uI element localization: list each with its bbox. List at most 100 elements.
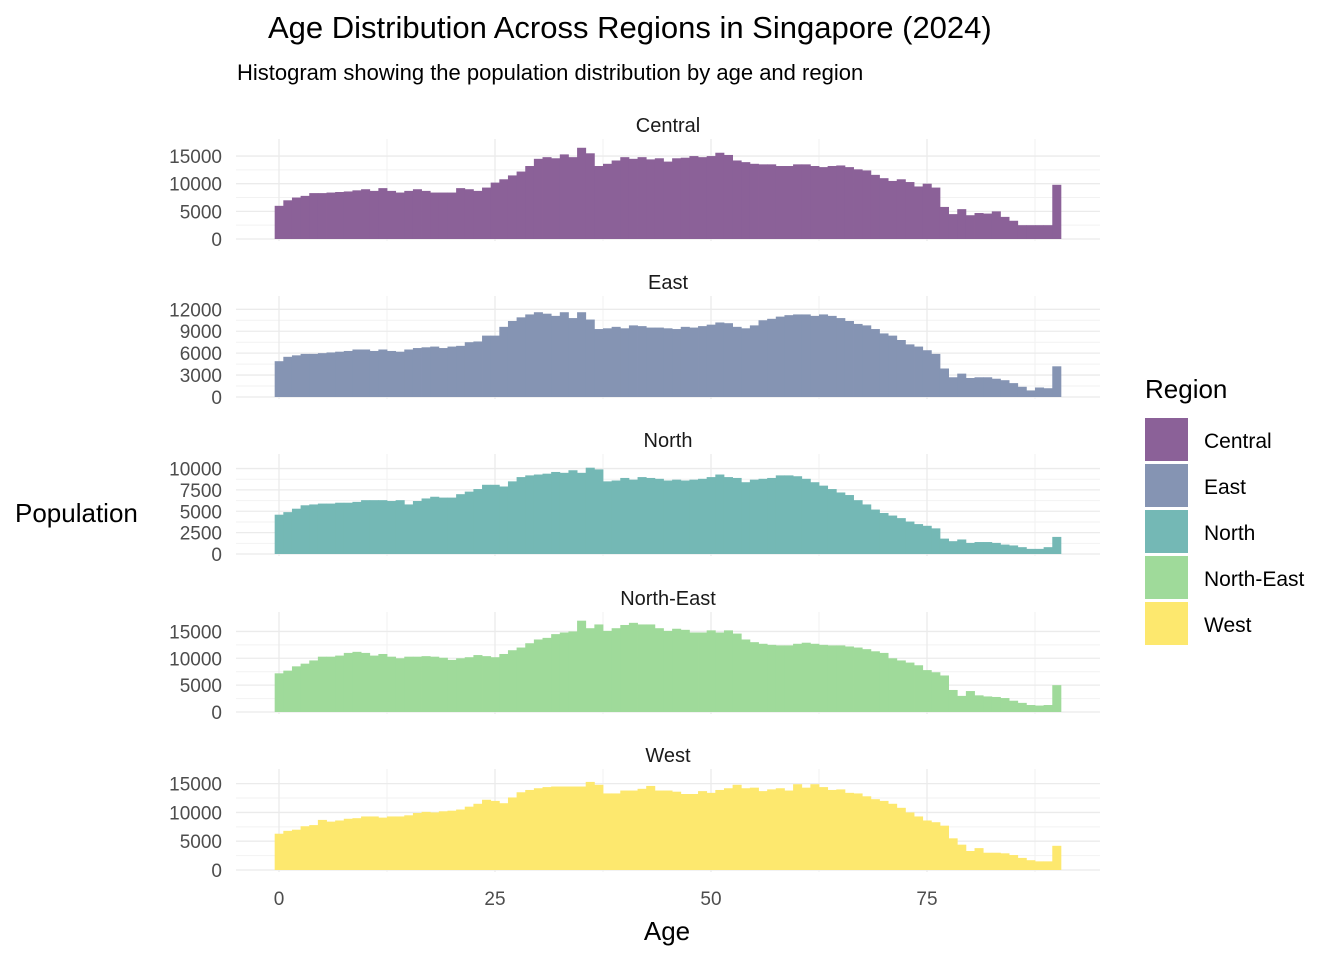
bar-east-age-43 xyxy=(646,327,656,397)
bar-north-age-13 xyxy=(387,501,397,554)
bar-north-east-age-39 xyxy=(611,628,621,712)
bar-north-age-37 xyxy=(594,469,604,554)
bar-central-age-44 xyxy=(654,158,664,239)
bar-north-age-40 xyxy=(620,477,630,554)
bar-north-age-76 xyxy=(931,528,941,554)
bar-east-age-30 xyxy=(533,312,543,397)
bar-north-east-age-9 xyxy=(352,651,362,712)
bar-north-east-age-77 xyxy=(939,675,949,712)
bar-north-age-66 xyxy=(844,495,854,554)
bar-east-age-80 xyxy=(965,378,975,397)
bar-north-east-age-57 xyxy=(767,644,777,712)
bar-north-age-49 xyxy=(698,478,708,554)
bar-central-age-61 xyxy=(801,164,811,239)
bar-west-age-45 xyxy=(663,790,673,870)
bar-west-age-31 xyxy=(542,787,552,870)
bar-west-age-14 xyxy=(395,816,405,870)
y-tick-label: 10000 xyxy=(169,649,222,670)
legend-item-north: North xyxy=(1145,510,1255,553)
bar-east-age-5 xyxy=(317,353,327,397)
bar-north-age-39 xyxy=(611,480,621,554)
bar-east-age-7 xyxy=(335,351,345,397)
bar-north-age-48 xyxy=(689,479,699,554)
bar-central-age-4 xyxy=(309,193,319,239)
bar-west-age-68 xyxy=(862,796,872,870)
bar-central-age-26 xyxy=(499,179,509,239)
bar-east-age-40 xyxy=(620,328,630,397)
bar-north-east-age-55 xyxy=(749,642,759,712)
chart-subtitle: Histogram showing the population distrib… xyxy=(237,60,864,85)
bar-north-east-age-23 xyxy=(473,655,483,712)
bar-west-age-42 xyxy=(637,788,647,870)
legend-item-central: Central xyxy=(1145,418,1272,461)
bar-west-age-58 xyxy=(775,788,785,870)
bar-north-east-age-29 xyxy=(525,643,535,712)
y-tick-label: 15000 xyxy=(169,147,222,168)
bar-central-age-41 xyxy=(628,158,638,239)
bar-north-east-age-7 xyxy=(335,655,345,712)
bar-central-age-54 xyxy=(741,162,751,239)
bar-west-age-72 xyxy=(896,807,906,870)
bar-north-age-2 xyxy=(291,508,301,554)
bar-north-east-age-22 xyxy=(464,657,474,712)
bar-east-age-65 xyxy=(836,318,846,397)
bar-east-age-12 xyxy=(378,349,388,397)
bar-central-age-27 xyxy=(507,175,517,239)
facet-label-central: Central xyxy=(636,115,700,137)
bar-east-age-37 xyxy=(594,329,604,397)
bar-central-age-75 xyxy=(922,183,932,239)
bar-central-age-49 xyxy=(698,157,708,239)
legend-swatch xyxy=(1145,510,1188,553)
bar-north-age-52 xyxy=(723,477,733,554)
legend-swatch xyxy=(1145,556,1188,599)
y-tick-label: 5000 xyxy=(180,502,222,523)
bar-north-east-age-30 xyxy=(533,639,543,712)
bar-central-age-58 xyxy=(775,166,785,239)
bar-north-age-42 xyxy=(637,477,647,554)
bar-central-age-89 xyxy=(1043,225,1053,239)
bar-east-age-69 xyxy=(870,329,880,397)
bar-north-east-age-26 xyxy=(499,653,509,712)
bar-north-east-age-41 xyxy=(628,622,638,712)
bar-west-age-3 xyxy=(300,826,310,870)
bar-central-age-37 xyxy=(594,166,604,239)
bar-central-age-30 xyxy=(533,158,543,239)
facet-label-north: North xyxy=(644,430,693,452)
bar-central-age-84 xyxy=(1000,216,1010,239)
bar-west-age-12 xyxy=(378,817,388,870)
bar-east-age-51 xyxy=(715,322,725,397)
facet-label-west: West xyxy=(645,745,691,767)
bar-east-age-50 xyxy=(706,324,716,397)
bar-east-age-18 xyxy=(430,346,440,397)
bar-north-east-age-19 xyxy=(438,657,448,712)
y-tick-label: 5000 xyxy=(180,832,222,853)
bar-north-east-age-79 xyxy=(957,695,967,712)
bar-east-age-29 xyxy=(525,314,535,397)
bar-north-age-70 xyxy=(879,512,889,554)
chart-title: Age Distribution Across Regions in Singa… xyxy=(268,10,992,45)
bar-north-east-age-35 xyxy=(577,620,587,712)
bar-north-east-age-1 xyxy=(283,670,293,712)
legend-item-west: West xyxy=(1145,602,1252,645)
bar-west-age-48 xyxy=(689,794,699,870)
bar-central-age-17 xyxy=(421,190,431,239)
bar-central-age-11 xyxy=(369,190,379,239)
y-tick-label: 0 xyxy=(211,545,222,566)
bar-west-age-85 xyxy=(1009,855,1019,870)
bar-north-age-86 xyxy=(1017,547,1027,554)
bar-north-east-age-73 xyxy=(905,662,915,712)
bar-west-age-5 xyxy=(317,819,327,870)
bar-east-age-19 xyxy=(438,348,448,397)
bar-central-age-21 xyxy=(456,188,466,239)
bar-north-age-43 xyxy=(646,477,656,554)
bar-west-age-81 xyxy=(974,848,984,870)
bar-north-east-age-25 xyxy=(490,657,500,712)
bar-central-age-87 xyxy=(1026,225,1036,239)
legend-label: North-East xyxy=(1204,568,1305,591)
bar-west-age-10 xyxy=(361,816,371,870)
bar-central-age-29 xyxy=(525,166,535,239)
bar-north-east-age-18 xyxy=(430,656,440,712)
bar-north-east-age-85 xyxy=(1009,700,1019,712)
bar-north-age-60 xyxy=(793,476,803,554)
bar-east-age-1 xyxy=(283,356,293,397)
